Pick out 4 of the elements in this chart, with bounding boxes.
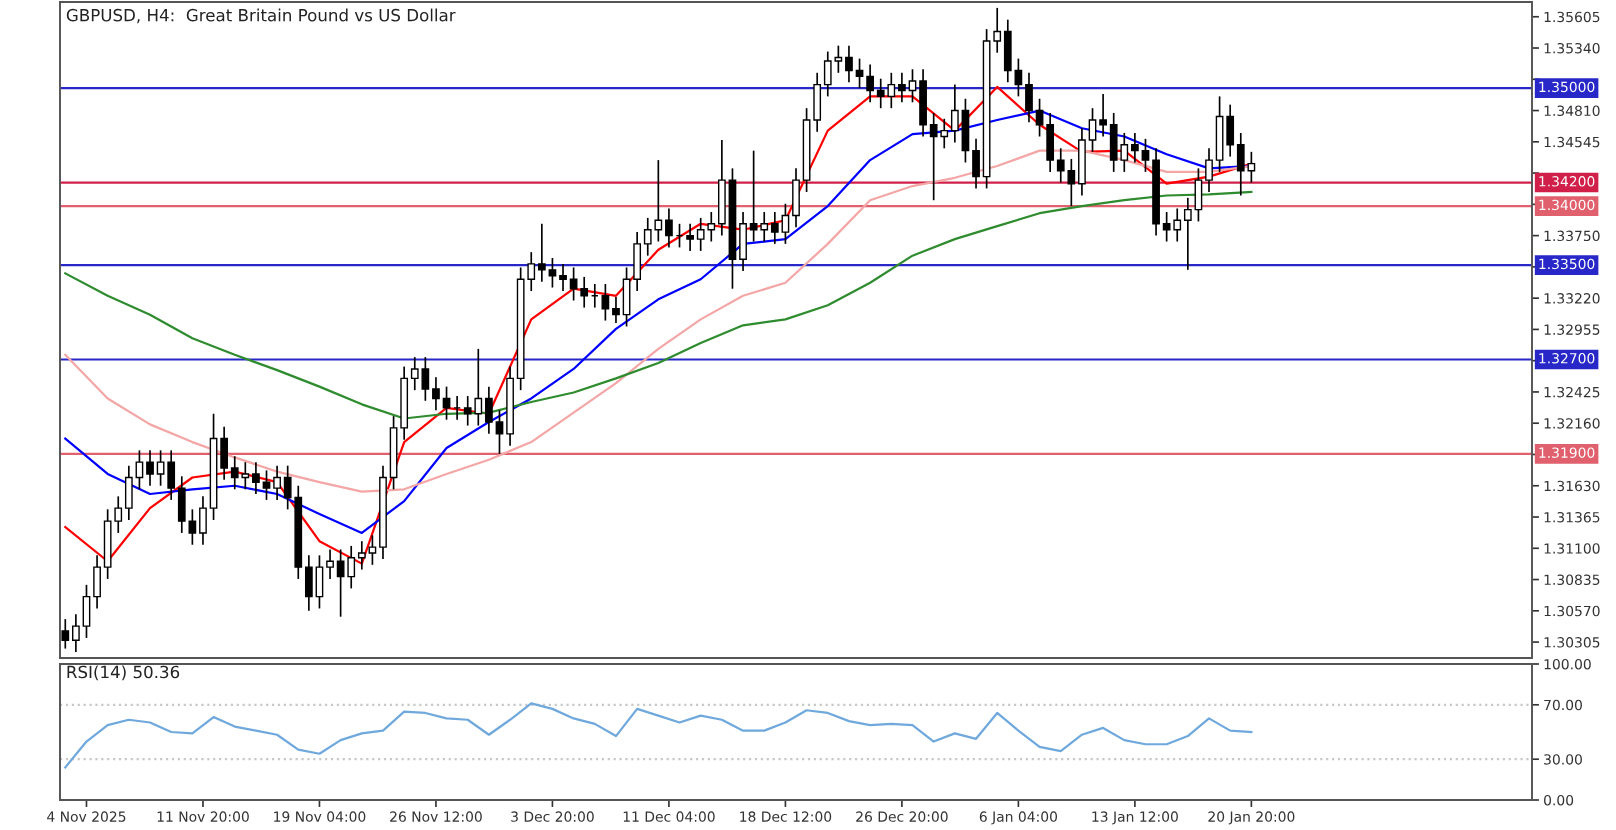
line-series: [64, 702, 1253, 769]
line-series: [64, 190, 1253, 420]
chart-title: GBPUSD, H4: Great Britain Pound vs US Dollar: [66, 8, 456, 24]
chart-title: RSI(14) 50.36: [67, 665, 180, 681]
